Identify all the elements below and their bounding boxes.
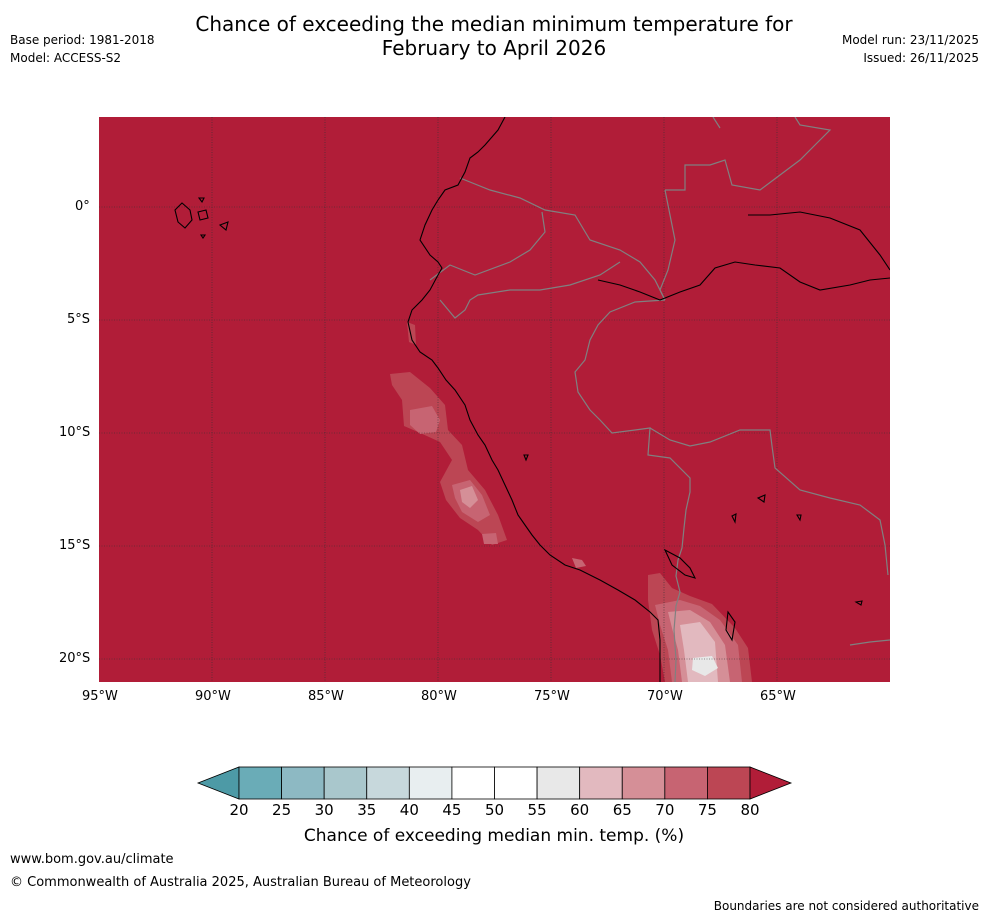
issued-date: Issued: 26/11/2025 [863,51,979,65]
colorbar-bin-30-35 [323,766,368,800]
colorbar-tick: 25 [272,801,292,819]
colorbar-tick: 20 [229,801,249,819]
border-ecuador-colombia [429,211,546,281]
lon-label-75w: 75°W [534,689,570,704]
boundaries-disclaimer: Boundaries are not considered authoritat… [713,899,979,913]
colorbar-tick: 45 [442,801,462,819]
colorbar-over-arrow [749,766,793,800]
border-colombia-venezuela-brazil [665,117,832,191]
contour-patch-altiplano-4 [692,656,718,676]
map-background [99,117,890,682]
coastlines [174,117,890,682]
border-bolivia-paraguay [849,639,890,646]
lake-poopo [725,610,736,642]
colorbar-bin-55-60 [536,766,581,800]
lat-label-5s: 5°S [67,312,91,327]
island-san-cristobal [218,221,229,231]
country-borders [429,117,890,682]
border-colombia-ecuador-peru [459,177,666,301]
title-line-2: February to April 2026 [381,36,607,60]
lat-label-0: 0° [75,199,90,214]
lat-label-20s: 20°S [59,651,91,666]
colorbar-tick: 80 [740,801,760,819]
river-amazon-north [748,211,890,271]
contour-patch-peru-1 [410,406,440,434]
model-name: Model: ACCESS-S2 [10,51,122,65]
colorbar-tick: 35 [357,801,377,819]
right-metadata: Model run: 23/11/2025 Issued: 26/11/2025 [842,31,979,67]
colorbar-tick: 65 [612,801,632,819]
colorbar-bin-25-30 [281,766,325,800]
colorbar-bin-70-75 [664,766,708,800]
colorbar-bin-75-80 [707,766,751,800]
river-amazon-south [597,261,890,301]
border-colombia-brazil [659,189,676,301]
colorbar-tick: 70 [655,801,675,819]
colorbar-bin-50-55 [494,766,538,800]
island-santa-cruz [197,209,209,221]
island-small-1 [197,197,205,204]
colorbar-bin-45-50 [451,766,495,800]
lon-label-90w: 90°W [195,689,231,704]
colorbar-title: Chance of exceeding median min. temp. (%… [303,826,685,846]
colorbar [196,766,793,800]
lon-label-65w: 65°W [760,689,796,704]
colorbar-tick: 55 [527,801,547,819]
colorbar-tick: 50 [484,801,505,819]
colorbar-tick: 40 [399,801,419,819]
border-ecuador-peru [439,261,621,319]
probability-contours [390,322,752,682]
border-peru-brazil-bolivia [574,299,691,682]
model-run: Model run: 23/11/2025 [841,33,979,47]
colorbar-tick: 30 [314,801,334,819]
colorbar-under-arrow [196,766,240,800]
lon-label-95w: 95°W [82,689,118,704]
lake-inland-2 [756,494,766,503]
gridlines [99,117,890,682]
colorbar-bin-35-40 [366,766,410,800]
border-bolivia-brazil [649,427,889,576]
colorbar-bin-60-65 [579,766,623,800]
lake-inland-1 [731,513,737,524]
lat-label-10s: 10°S [59,425,91,440]
lon-label-80w: 80°W [421,689,457,704]
lon-label-70w: 70°W [647,689,683,704]
bom-url-link[interactable]: www.bom.gov.au/climate [10,852,174,867]
contour-patch-peru-3 [460,486,478,508]
colorbar-bin-65-70 [621,766,666,800]
island-isabela [174,202,193,229]
chart-title: Chance of exceeding the median minimum t… [0,12,988,60]
coast-detail-1 [523,454,529,462]
map-area [99,117,890,682]
border-north [712,117,721,129]
colorbar-bin-20-25 [238,766,282,800]
lat-label-15s: 15°S [59,538,91,553]
contour-patch-coast-south [572,558,586,568]
title-line-1: Chance of exceeding the median minimum t… [195,12,793,36]
base-period: Base period: 1981-2018 [10,33,155,47]
lake-titicaca [663,548,697,579]
copyright-text: © Commonwealth of Australia 2025, Austra… [10,875,471,890]
colorbar-tick: 75 [697,801,717,819]
lake-inland-4 [854,600,863,606]
coastline-pacific-south-america [407,117,661,682]
contour-patch-peru-4 [482,533,498,544]
left-metadata: Base period: 1981-2018 Model: ACCESS-S2 [10,31,155,67]
island-small-2 [199,234,207,239]
colorbar-bin-40-45 [408,766,453,800]
lon-label-85w: 85°W [308,689,344,704]
colorbar-tick: 60 [570,801,590,819]
lake-inland-3 [796,514,802,522]
